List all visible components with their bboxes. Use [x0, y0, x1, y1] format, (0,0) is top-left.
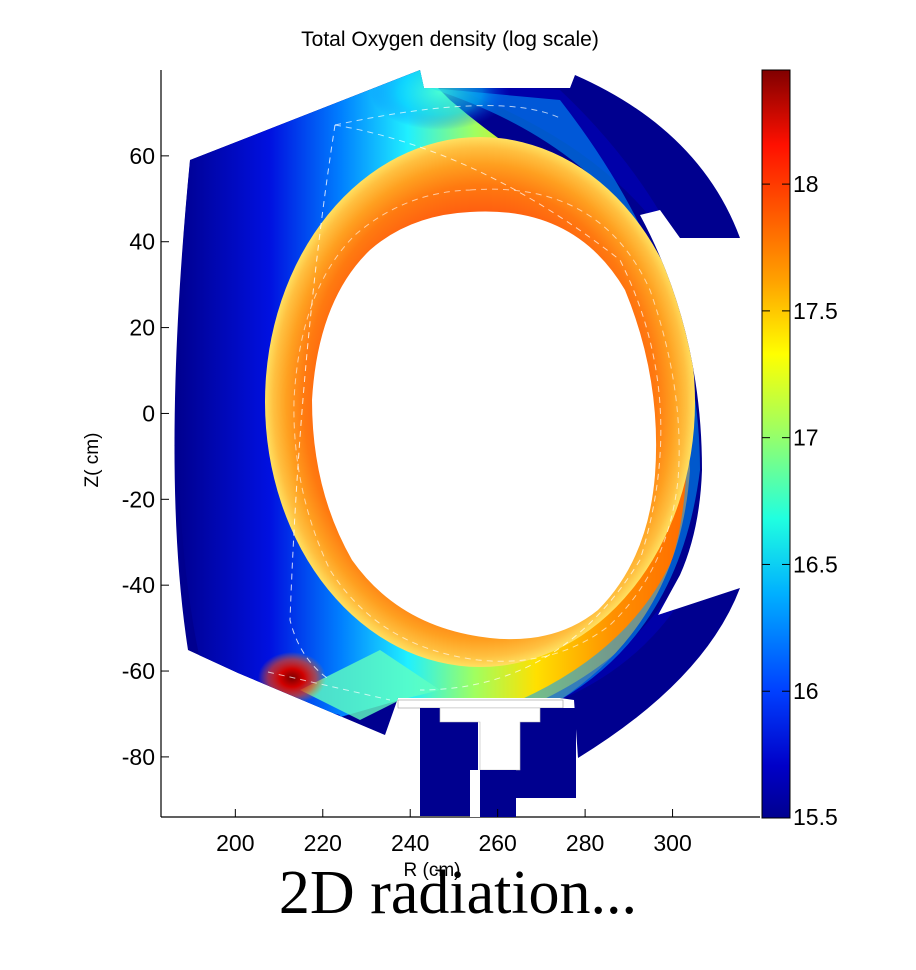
- colorbar-ticks: 18 17.5 17 16.5 16 15.5: [762, 171, 838, 830]
- colorbar-tick-label: 18: [793, 171, 819, 197]
- y-tick-label: 0: [142, 400, 155, 426]
- x-tick-label: 300: [653, 830, 691, 856]
- colorbar-tick-label: 17: [793, 425, 819, 451]
- figure-caption: 2D radiation...: [278, 859, 638, 927]
- colorbar-tick-label: 17.5: [793, 298, 838, 324]
- x-tick-label: 220: [304, 830, 342, 856]
- x-tick-label: 200: [216, 830, 254, 856]
- y-axis-label: Z( cm): [82, 433, 103, 488]
- x-tick-label: 280: [566, 830, 604, 856]
- y-axis-ticks: 60 40 20 0 -20 -40 -60 -80: [122, 143, 169, 770]
- y-tick-label: -80: [122, 744, 155, 770]
- colorbar: 18 17.5 17 16.5 16 15.5: [761, 69, 838, 830]
- colorbar-tick-label: 16: [793, 678, 819, 704]
- y-tick-label: 40: [129, 229, 155, 255]
- chart-title: Total Oxygen density (log scale): [301, 28, 599, 51]
- divertor-structure: [397, 699, 576, 817]
- colorbar-bar: [761, 69, 791, 819]
- x-axis-label: R (cm): [404, 860, 461, 881]
- y-tick-label: -60: [122, 658, 155, 684]
- x-axis-ticks: 200 220 240 260 280 300: [216, 809, 692, 856]
- x-tick-label: 260: [478, 830, 516, 856]
- colorbar-tick-label: 16.5: [793, 551, 838, 577]
- y-tick-label: 60: [129, 143, 155, 169]
- x-tick-label: 240: [391, 830, 429, 856]
- colorbar-tick-label: 15.5: [793, 804, 838, 830]
- y-tick-label: 20: [129, 315, 155, 341]
- plasma-core-hole: [312, 211, 657, 640]
- y-tick-label: -20: [122, 486, 155, 512]
- y-tick-label: -40: [122, 572, 155, 598]
- plot-axes: [160, 70, 760, 818]
